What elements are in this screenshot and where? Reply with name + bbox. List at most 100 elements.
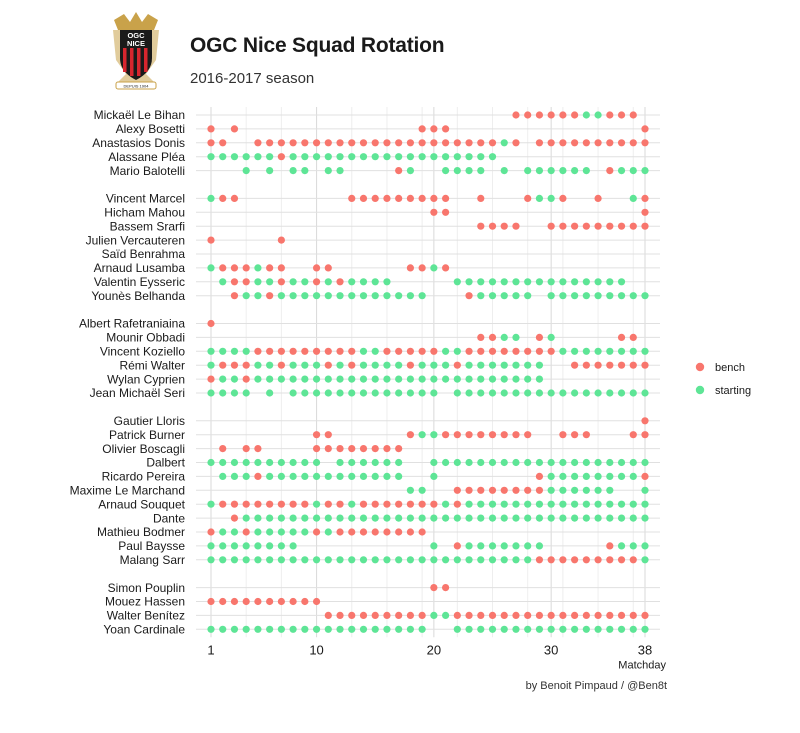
bench-point: [535, 139, 544, 147]
starting-point: [254, 375, 262, 383]
bench-point: [641, 417, 649, 425]
starting-point: [406, 375, 415, 383]
bench-point: [606, 556, 614, 564]
bench-point: [348, 611, 356, 620]
bench-point: [230, 514, 239, 522]
bench-point: [606, 167, 614, 175]
starting-point: [348, 556, 356, 564]
bench-point: [348, 445, 356, 453]
starting-point: [430, 556, 438, 564]
starting-point: [477, 278, 485, 286]
starting-point: [266, 278, 274, 286]
starting-point: [336, 292, 344, 300]
starting-point: [488, 556, 497, 564]
bench-point: [453, 139, 461, 147]
starting-point: [336, 472, 344, 480]
starting-point: [500, 625, 508, 633]
bench-point: [477, 347, 485, 355]
starting-point: [641, 556, 649, 564]
bench-point: [277, 236, 285, 244]
bench-point: [348, 139, 356, 147]
starting-point: [582, 514, 590, 522]
starting-point: [219, 389, 227, 397]
starting-point: [465, 278, 473, 286]
starting-point: [606, 347, 614, 355]
starting-point: [359, 625, 368, 633]
bench-point: [582, 431, 590, 439]
starting-point: [641, 542, 649, 550]
bench-point: [312, 528, 321, 536]
starting-point: [406, 389, 415, 397]
starting-point: [289, 153, 297, 161]
bench-point: [383, 611, 391, 620]
starting-point: [582, 500, 590, 508]
bench-point: [535, 111, 544, 119]
starting-point: [535, 194, 544, 202]
starting-point: [418, 431, 426, 439]
starting-point: [359, 347, 368, 355]
starting-point: [277, 472, 285, 480]
bench-point: [207, 139, 215, 147]
starting-point: [395, 153, 403, 161]
bench-point: [512, 111, 520, 119]
bench-point: [277, 347, 285, 355]
bench-point: [254, 139, 262, 147]
starting-point: [441, 347, 450, 355]
starting-point: [441, 361, 450, 369]
starting-point: [395, 514, 403, 522]
starting-point: [512, 500, 520, 508]
y-tick-label: Yoan Cardinale: [103, 623, 185, 637]
bench-point: [547, 611, 555, 620]
bench-point: [312, 139, 321, 147]
starting-point: [582, 111, 590, 119]
starting-point: [594, 111, 602, 119]
bench-point: [500, 222, 508, 230]
bench-point: [406, 264, 415, 272]
bench-point: [289, 597, 297, 606]
starting-point: [266, 472, 274, 480]
bench-point: [207, 319, 215, 328]
starting-point: [242, 556, 250, 564]
starting-point: [641, 167, 649, 175]
starting-point: [430, 542, 438, 550]
y-tick-label: Mounir Obbadi: [106, 331, 185, 345]
starting-point: [207, 389, 215, 397]
starting-point: [348, 514, 356, 522]
starting-point: [301, 153, 309, 161]
starting-point: [230, 458, 239, 467]
bench-point: [594, 194, 602, 202]
starting-point: [371, 361, 379, 369]
starting-point: [207, 153, 215, 161]
bench-point: [547, 139, 555, 147]
bench-point: [535, 472, 544, 480]
bench-point: [535, 333, 544, 341]
starting-point: [488, 361, 497, 369]
starting-point: [617, 389, 626, 397]
starting-point: [418, 153, 426, 161]
starting-point: [512, 556, 520, 564]
bench-point: [582, 361, 590, 369]
starting-point: [453, 375, 461, 383]
starting-point: [301, 278, 309, 286]
bench-point: [641, 472, 649, 480]
starting-point: [254, 458, 262, 467]
y-tick-label: Saïd Benrahma: [102, 247, 186, 261]
starting-point: [289, 556, 297, 564]
starting-point: [617, 458, 626, 467]
starting-point: [559, 472, 567, 480]
starting-point: [641, 486, 649, 494]
starting-point: [324, 528, 332, 536]
bench-point: [465, 292, 473, 300]
starting-point: [301, 375, 309, 383]
starting-point: [324, 292, 332, 300]
starting-point: [242, 389, 250, 397]
bench-point: [371, 194, 379, 202]
starting-point: [594, 458, 602, 467]
starting-point: [571, 625, 579, 633]
bench-point: [266, 597, 274, 606]
y-tick-label: Vincent Koziello: [100, 345, 185, 359]
starting-point: [629, 625, 637, 633]
starting-point: [266, 514, 274, 522]
starting-point: [289, 278, 297, 286]
